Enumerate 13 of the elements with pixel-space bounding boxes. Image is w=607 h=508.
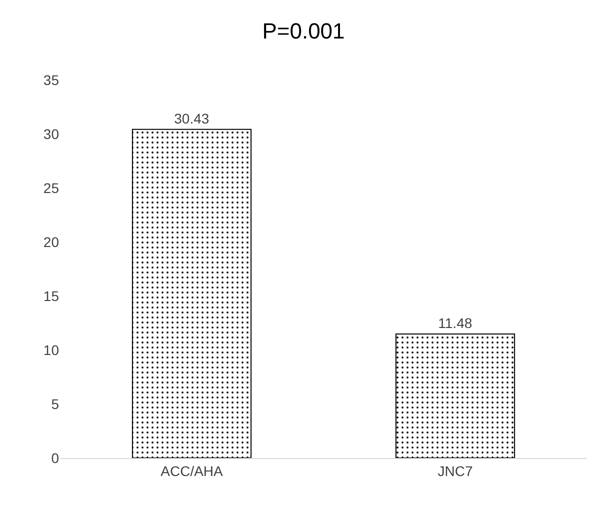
y-tick-label: 15 (43, 288, 60, 304)
y-tick-label: 25 (43, 180, 60, 196)
x-tick-label: ACC/AHA (160, 462, 224, 479)
y-tick-label: 30 (43, 126, 60, 142)
chart-title: P=0.001 (262, 18, 345, 44)
y-tick-label: 5 (51, 396, 60, 412)
y-tick-label: 10 (43, 342, 60, 358)
y-tick-label: 0 (51, 450, 60, 466)
y-tick-label: 20 (43, 234, 60, 250)
data-label: 11.48 (438, 315, 472, 332)
data-label: 30.43 (174, 110, 210, 126)
y-tick-label: 35 (43, 72, 60, 88)
x-tick-label: JNC7 (438, 462, 473, 479)
